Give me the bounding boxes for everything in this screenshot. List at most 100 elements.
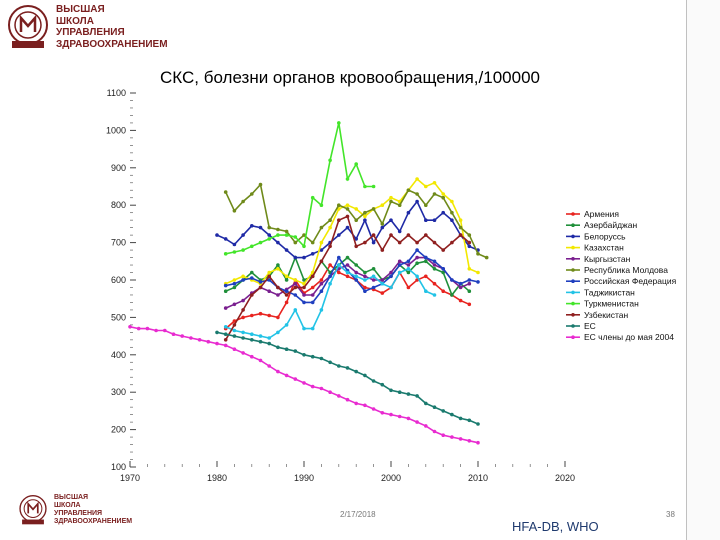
data-point — [337, 233, 341, 237]
data-point — [441, 433, 446, 438]
legend-label: Республика Молдова — [584, 265, 668, 275]
data-point — [250, 354, 254, 359]
data-point — [319, 259, 324, 264]
data-point — [223, 289, 228, 294]
data-point — [450, 293, 454, 297]
header-org-line: ВЫСШАЯ — [56, 4, 105, 15]
legend-label: Российская Федерация — [584, 276, 677, 286]
data-point — [293, 255, 298, 260]
data-point — [380, 248, 385, 252]
data-point — [302, 244, 306, 249]
series-8 — [223, 263, 437, 340]
data-point — [389, 270, 393, 275]
data-point — [223, 338, 228, 342]
data-point — [415, 261, 419, 266]
data-point — [284, 233, 289, 237]
y-tick-label: 1100 — [107, 88, 126, 98]
data-point — [450, 199, 454, 204]
right-edge-bar — [686, 0, 720, 540]
data-point — [424, 274, 428, 279]
data-point — [458, 285, 463, 290]
data-point — [310, 195, 315, 200]
data-point — [250, 192, 254, 196]
data-point — [345, 263, 350, 267]
line-chart: СКС, болезни органов кровообращения,/100… — [106, 68, 677, 483]
series-7 — [223, 248, 480, 305]
data-point — [293, 377, 298, 381]
data-point — [241, 351, 245, 355]
data-point — [371, 267, 376, 271]
data-point — [241, 233, 245, 237]
series-9 — [223, 121, 376, 256]
data-point — [223, 252, 228, 256]
data-point — [232, 281, 237, 286]
data-point — [389, 412, 393, 417]
data-point — [258, 311, 263, 316]
data-point — [467, 240, 472, 245]
data-point — [432, 181, 437, 185]
data-point — [354, 278, 359, 282]
data-point — [258, 240, 263, 245]
data-point — [267, 225, 272, 230]
data-point — [310, 274, 315, 279]
data-point — [276, 267, 280, 271]
data-point — [267, 278, 272, 282]
data-point — [293, 278, 298, 282]
legend-marker — [571, 324, 575, 328]
legend-label: Армения — [584, 209, 619, 219]
data-point — [406, 210, 411, 215]
data-point — [206, 339, 211, 344]
y-tick-label: 500 — [111, 312, 126, 322]
data-point — [293, 349, 298, 353]
data-point — [293, 293, 298, 297]
data-point — [345, 270, 350, 275]
axes: 100 200 300 400 500 600 700 800 900 1000 1100 1970 1… — [106, 88, 575, 483]
data-point — [337, 270, 341, 275]
data-point — [232, 334, 237, 338]
data-point — [389, 233, 393, 237]
data-point — [363, 214, 367, 219]
data-point — [267, 341, 272, 346]
data-point — [458, 218, 463, 222]
data-point — [371, 184, 376, 189]
footer-org-line: ВЫСШАЯ — [54, 494, 89, 501]
data-point — [441, 210, 446, 215]
data-point — [337, 203, 341, 207]
data-point — [363, 373, 367, 378]
data-point — [458, 225, 463, 230]
data-point — [250, 244, 254, 249]
data-point — [284, 229, 289, 234]
data-point — [406, 259, 411, 264]
data-point — [467, 233, 472, 237]
data-point — [345, 274, 350, 279]
data-point — [380, 382, 385, 387]
data-point — [284, 248, 289, 252]
data-point — [276, 369, 280, 374]
data-point — [467, 439, 472, 443]
series-3 — [215, 199, 480, 260]
x-tick-label: 1970 — [120, 473, 140, 483]
data-point — [250, 313, 254, 318]
data-point — [476, 422, 480, 426]
data-point — [406, 270, 411, 275]
data-point — [232, 278, 237, 282]
data-point — [319, 289, 324, 294]
data-point — [406, 416, 411, 421]
data-point — [476, 270, 480, 275]
data-point — [276, 240, 280, 245]
header-org-line: ШКОЛА — [56, 15, 94, 27]
data-point — [363, 274, 367, 279]
footer-org-line: УПРАВЛЕНИЯ — [54, 510, 103, 518]
data-point — [250, 338, 254, 342]
data-point — [424, 401, 428, 406]
data-point — [415, 255, 419, 260]
legend-marker — [571, 212, 575, 216]
legend-marker — [571, 245, 575, 250]
data-point — [424, 424, 428, 428]
data-point — [310, 326, 315, 331]
data-point — [145, 326, 150, 331]
data-point — [380, 225, 385, 230]
series-4 — [223, 177, 480, 286]
data-point — [328, 158, 332, 163]
data-point — [476, 440, 480, 445]
